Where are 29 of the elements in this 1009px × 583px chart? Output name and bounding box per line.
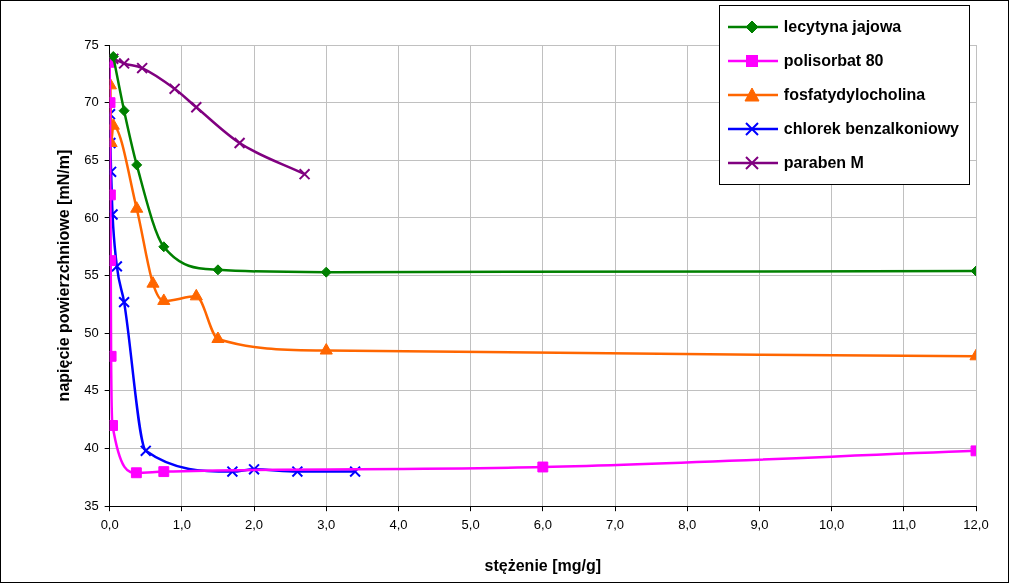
x-tick-label: 3,0 — [317, 516, 336, 532]
x-axis-title: stężenie [mg/g] — [484, 556, 602, 574]
x-tick-label: 5,0 — [461, 516, 480, 532]
y-tick-label: 40 — [84, 440, 99, 456]
x-tick-label: 10,0 — [818, 516, 845, 532]
x-tick-label: 9,0 — [750, 516, 769, 532]
legend-label: chlorek benzalkoniowy — [783, 120, 959, 138]
x-tick-label: 6,0 — [533, 516, 552, 532]
legend-label: lecytyna jajowa — [783, 18, 902, 36]
y-tick-label: 55 — [84, 267, 99, 283]
y-tick-label: 70 — [84, 94, 99, 110]
x-tick-label: 11,0 — [891, 516, 916, 532]
y-tick-label: 35 — [84, 497, 99, 513]
y-tick-label: 60 — [84, 209, 99, 225]
x-tick-label: 1,0 — [172, 516, 191, 532]
legend-label: fosfatydylocholina — [783, 86, 926, 104]
x-tick-label: 7,0 — [605, 516, 625, 532]
legend-label: paraben M — [783, 154, 864, 172]
x-tick-label: 2,0 — [245, 516, 264, 532]
legend-label: polisorbat 80 — [783, 52, 884, 70]
y-tick-label: 50 — [84, 324, 99, 340]
y-axis-title: napięcie powierzchniowe [mN/m] — [55, 149, 73, 402]
x-tick-label: 0,0 — [100, 516, 119, 532]
y-tick-label: 65 — [84, 151, 99, 167]
x-tick-label: 8,0 — [678, 516, 697, 532]
x-tick-label: 4,0 — [389, 516, 408, 532]
x-tick-label: 12,0 — [963, 516, 989, 532]
y-tick-label: 75 — [84, 36, 99, 52]
y-tick-label: 45 — [84, 382, 99, 398]
